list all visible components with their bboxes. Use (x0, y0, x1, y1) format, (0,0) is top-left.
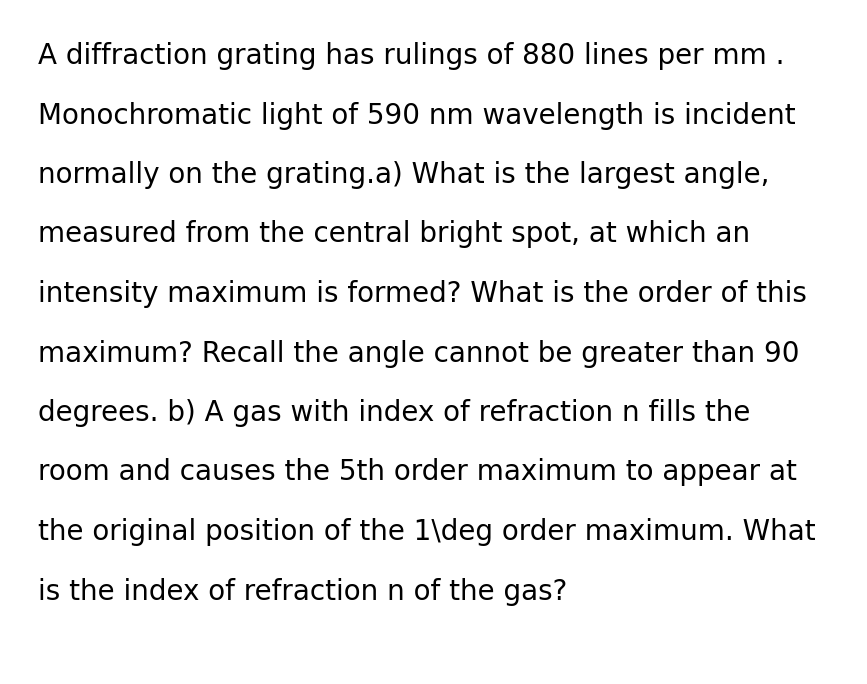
Text: Monochromatic light of 590 nm wavelength is incident: Monochromatic light of 590 nm wavelength… (38, 101, 796, 129)
Text: A diffraction grating has rulings of 880 lines per mm .: A diffraction grating has rulings of 880… (38, 42, 785, 70)
Text: the original position of the 1\deg order maximum. What: the original position of the 1\deg order… (38, 518, 816, 546)
Text: normally on the grating.a) What is the largest angle,: normally on the grating.a) What is the l… (38, 161, 770, 189)
Text: measured from the central bright spot, at which an: measured from the central bright spot, a… (38, 220, 750, 248)
Text: degrees. b) A gas with index of refraction n fills the: degrees. b) A gas with index of refracti… (38, 399, 750, 427)
Text: is the index of refraction n of the gas?: is the index of refraction n of the gas? (38, 577, 567, 605)
Text: intensity maximum is formed? What is the order of this: intensity maximum is formed? What is the… (38, 280, 807, 308)
Text: maximum? Recall the angle cannot be greater than 90: maximum? Recall the angle cannot be grea… (38, 339, 799, 367)
Text: room and causes the 5th order maximum to appear at: room and causes the 5th order maximum to… (38, 458, 797, 486)
